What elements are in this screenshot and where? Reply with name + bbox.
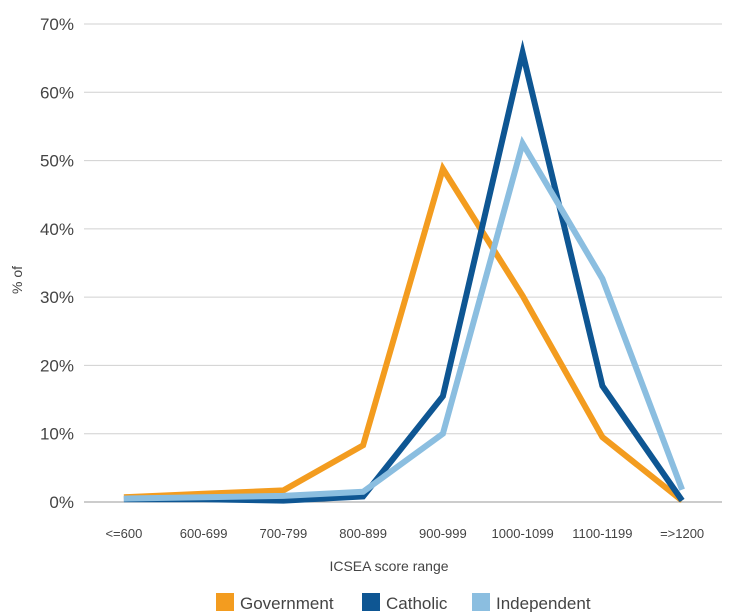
series-lines bbox=[123, 39, 685, 504]
y-tick-label: 40% bbox=[40, 220, 74, 239]
y-axis-ticks: 0% 10% 20% 30% 40% 50% 60% 70% bbox=[40, 15, 74, 512]
x-tick-label: =>1200 bbox=[660, 526, 704, 541]
x-tick-label: 600-699 bbox=[180, 526, 228, 541]
legend-swatch-catholic bbox=[362, 593, 380, 611]
legend-label-catholic: Catholic bbox=[386, 594, 448, 612]
legend-label-independent: Independent bbox=[496, 594, 591, 612]
legend-swatch-government bbox=[216, 593, 234, 611]
x-tick-label: 900-999 bbox=[419, 526, 467, 541]
legend-label-government: Government bbox=[240, 594, 334, 612]
legend-swatch-independent bbox=[472, 593, 490, 611]
y-tick-label: 50% bbox=[40, 152, 74, 171]
series-line-independent bbox=[123, 135, 685, 502]
x-tick-label: <=600 bbox=[105, 526, 142, 541]
y-tick-label: 60% bbox=[40, 83, 74, 102]
x-tick-label: 700-799 bbox=[260, 526, 308, 541]
y-tick-label: 30% bbox=[40, 288, 74, 307]
x-tick-label: 1100-1199 bbox=[572, 526, 632, 541]
y-tick-label: 70% bbox=[40, 15, 74, 34]
y-tick-label: 0% bbox=[49, 493, 74, 512]
gridlines bbox=[84, 23, 722, 503]
x-axis-ticks: <=600 600-699 700-799 800-899 900-999 1000-10… bbox=[105, 526, 704, 541]
y-axis-title: % of bbox=[9, 266, 25, 294]
y-tick-label: 10% bbox=[40, 425, 74, 444]
x-axis-title: ICSEA score range bbox=[329, 558, 448, 574]
x-tick-label: 1000-1099 bbox=[492, 526, 554, 541]
y-tick-label: 20% bbox=[40, 356, 74, 375]
legend: Government Catholic Independent bbox=[216, 593, 591, 612]
x-tick-label: 800-899 bbox=[339, 526, 387, 541]
series-line-government bbox=[123, 161, 684, 503]
